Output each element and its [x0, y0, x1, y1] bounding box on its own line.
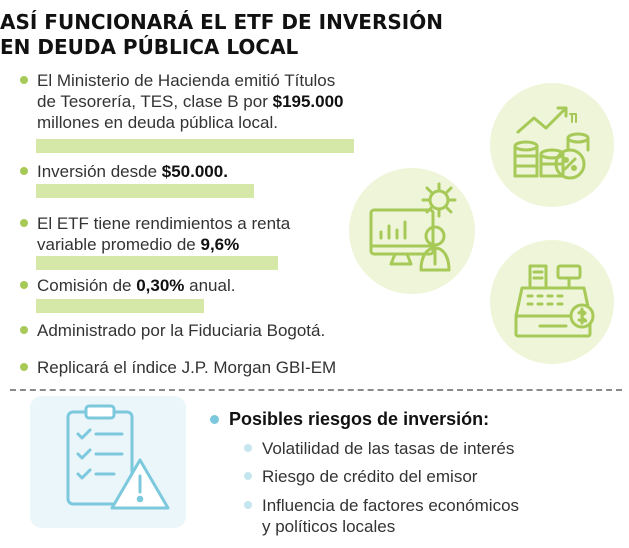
- bullet-bold: $195.000: [272, 92, 344, 111]
- bullet-bold: $50.000.: [161, 162, 228, 181]
- highlight-bar: [36, 184, 254, 198]
- risk-heading-dot: [210, 415, 219, 424]
- cash-register-icon: [514, 264, 595, 338]
- icon-circle: [490, 83, 614, 207]
- highlight-bar: [36, 256, 278, 270]
- risk-dot: [244, 472, 252, 480]
- bullet-bold: 9,6%: [200, 235, 240, 254]
- risk-dot: [244, 501, 252, 509]
- section-divider: [10, 389, 622, 391]
- bullet-text-part: Inversión desde: [37, 162, 162, 181]
- risk-heading: Posibles riesgos de inversión:: [229, 409, 490, 429]
- bullet-text-part: Comisión de: [37, 276, 137, 295]
- bullet-dot: [20, 326, 28, 334]
- bullet-dot: [20, 363, 28, 371]
- bullet-text-part: variable promedio de: [37, 235, 201, 254]
- risk-text: Riesgo de crédito del emisor: [262, 467, 478, 486]
- icon-circle: [490, 240, 614, 364]
- bullet-text-part: de Tesorería, TES, clase B por: [37, 92, 273, 111]
- title-line-2: EN DEUDA PÚBLICA LOCAL: [0, 35, 299, 59]
- highlight-bar: [36, 299, 204, 313]
- bullet-text: millones en deuda pública local.: [37, 113, 278, 132]
- risk-text: y políticos locales: [262, 517, 396, 536]
- bullet-dot: [20, 281, 28, 289]
- bullet-dot: [20, 219, 28, 227]
- bullet-dot: [20, 167, 28, 175]
- bullet-text: El ETF tiene rendimientos a renta: [37, 214, 291, 233]
- risk-text: Volatilidad de las tasas de interés: [262, 439, 515, 458]
- bullet-text: El Ministerio de Hacienda emitió Títulos: [37, 71, 336, 90]
- risk-dot: [244, 444, 252, 452]
- bullet-text: Replicará el índice J.P. Morgan GBI-EM: [37, 358, 337, 377]
- bullet-text: Inversión desde $50.000.: [37, 161, 228, 182]
- bullet-text: variable promedio de 9,6%: [37, 234, 239, 255]
- bullet-text-part: anual.: [184, 276, 236, 295]
- risk-text: Influencia de factores económicos: [262, 496, 520, 515]
- bullet-dot: [20, 76, 28, 84]
- title-line-1: ASÍ FUNCIONARÁ EL ETF DE INVERSIÓN: [0, 10, 443, 34]
- bullet-text: Administrado por la Fiduciaria Bogotá.: [37, 321, 326, 340]
- bullet-bold: 0,30%: [136, 276, 185, 295]
- coins-growth-icon: [513, 106, 590, 180]
- bullet-text: de Tesorería, TES, clase B por $195.000: [37, 91, 344, 112]
- page-title: ASÍ FUNCIONARÁ EL ETF DE INVERSIÓN EN DE…: [0, 10, 443, 60]
- bullet-text: Comisión de 0,30% anual.: [37, 275, 235, 296]
- analyst-computer-icon: [369, 182, 457, 272]
- checklist-warning-icon: [66, 404, 170, 510]
- highlight-bar: [36, 139, 354, 153]
